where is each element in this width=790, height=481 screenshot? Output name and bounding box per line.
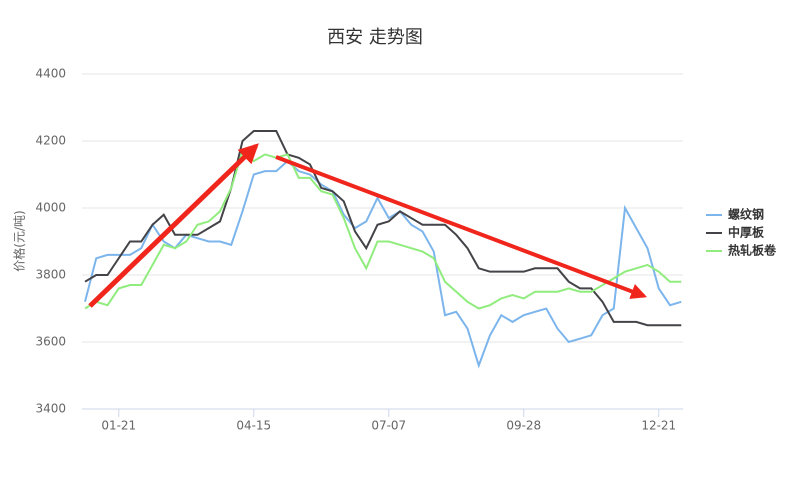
- legend-label: 中厚板: [728, 225, 765, 240]
- y-axis-label: 价格(元/吨): [12, 210, 27, 271]
- series-line: [84, 159, 682, 369]
- chart-title: 西安 走势图: [327, 27, 423, 48]
- x-tick-label: 01-21: [101, 419, 136, 433]
- y-tick-label: 4000: [35, 201, 66, 215]
- y-tick-label: 4400: [35, 67, 66, 81]
- legend-label: 热轧板卷: [728, 243, 777, 258]
- legend-item[interactable]: 螺纹钢: [706, 207, 764, 222]
- x-tick-label: 07-07: [371, 419, 406, 433]
- y-tick-label: 3400: [35, 402, 66, 416]
- legend-label: 螺纹钢: [728, 207, 764, 222]
- series-line: [84, 149, 682, 310]
- x-tick-label: 12-21: [641, 419, 676, 433]
- x-tick-label: 09-28: [506, 419, 541, 433]
- annotation-arrow: [275, 155, 647, 299]
- series-line: [84, 129, 682, 327]
- legend-item[interactable]: 中厚板: [706, 225, 765, 240]
- y-tick-label: 4200: [35, 134, 66, 148]
- y-tick-label: 3600: [35, 335, 66, 349]
- annotation-arrow: [88, 143, 259, 308]
- plot-area: 3400 3600 3800 4000 4200 4400 01-21 04-15 07-07 0…: [35, 67, 683, 433]
- x-tick-label: 04-15: [236, 419, 271, 433]
- y-tick-label: 3800: [35, 268, 66, 282]
- legend-item[interactable]: 热轧板卷: [706, 243, 777, 258]
